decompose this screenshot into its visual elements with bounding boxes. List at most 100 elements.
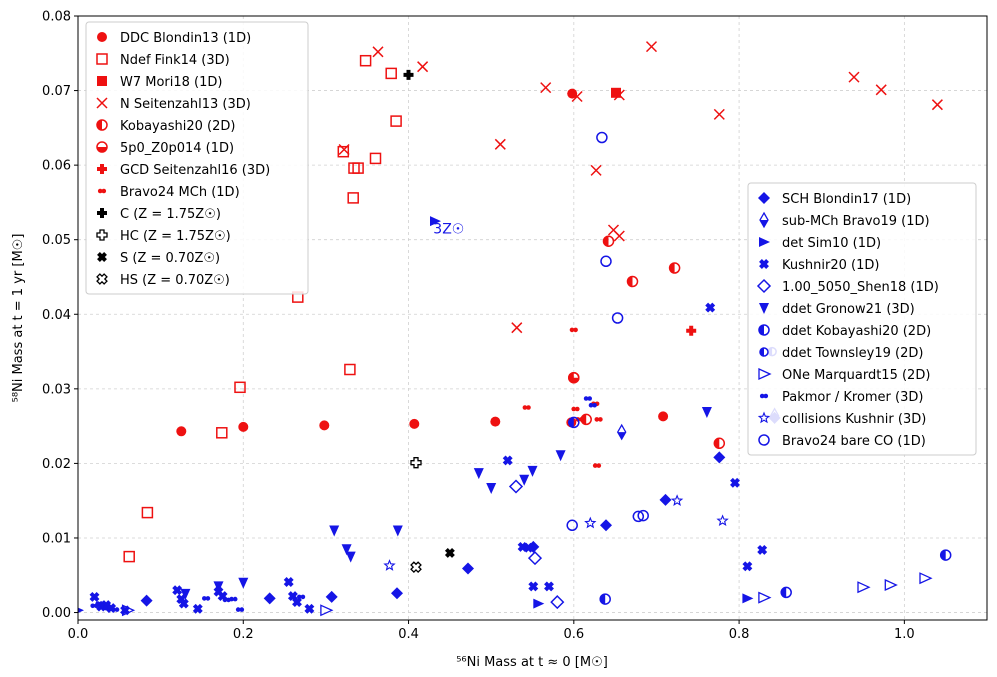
data-point [490, 416, 501, 427]
legend-label: ONe Marquardt15 (2D) [782, 368, 930, 383]
legend-label: Bravo24 bare CO (1D) [782, 434, 926, 449]
legend-label: 5p0_Z0p014 (1D) [120, 141, 234, 156]
legend-right: SCH Blondin17 (1D) sub-MCh Bravo19 (1D) de… [747, 182, 977, 456]
series-23 [566, 131, 649, 532]
y-tick-label: 0.00 [42, 606, 71, 621]
data-point [304, 603, 315, 614]
data-point [613, 89, 625, 101]
data-point [409, 418, 420, 429]
series-0 [176, 88, 669, 437]
data-point [568, 371, 580, 384]
series-17 [180, 407, 712, 600]
data-point [172, 585, 183, 596]
data-point [571, 406, 580, 412]
data-point [519, 474, 530, 486]
data-point [372, 46, 384, 58]
x-axis-title: ⁵⁶Ni Mass at t ≈ 0 [M☉] [456, 655, 608, 670]
legend-marker [96, 53, 108, 65]
legend-label: ddet Gronow21 (3D) [782, 302, 915, 317]
legend-left: DDC Blondin13 (1D) Ndef Fink14 (3D) W7 Mor… [85, 21, 309, 295]
legend-label: SCH Blondin17 (1D) [782, 192, 911, 207]
data-point [391, 587, 403, 600]
legend-label: GCD Seitenzahl16 (3D) [120, 163, 270, 178]
legend-label: Bravo24 MCh (1D) [120, 185, 240, 200]
data-point [180, 588, 191, 600]
data-point [583, 396, 592, 401]
data-point [701, 407, 712, 418]
data-point [848, 71, 860, 83]
legend-label: Kushnir20 (1D) [782, 258, 879, 273]
data-point [337, 145, 350, 158]
data-point [494, 138, 506, 150]
data-point [857, 581, 871, 594]
data-point [410, 561, 422, 573]
legend-label: Ndef Fink14 (3D) [120, 53, 230, 68]
legend-marker [757, 411, 771, 424]
data-point [528, 581, 539, 592]
data-point [486, 483, 497, 494]
data-point [508, 479, 524, 494]
data-point [235, 607, 245, 612]
data-point [89, 591, 100, 602]
data-point [103, 605, 112, 611]
data-point [616, 423, 627, 441]
legend-marker [97, 76, 107, 86]
legend-marker [759, 303, 769, 314]
y-tick-label: 0.01 [42, 531, 71, 546]
series-7 [522, 327, 603, 468]
data-point [263, 592, 276, 605]
data-point [568, 416, 580, 429]
data-point [939, 549, 952, 561]
data-point [645, 41, 658, 53]
series-18 [568, 416, 952, 605]
data-point [742, 593, 754, 604]
data-points [78, 41, 952, 617]
data-point [341, 544, 352, 556]
series-22 [383, 494, 729, 571]
data-point [347, 192, 359, 204]
data-point [626, 275, 639, 288]
axis-ticks: 0.0 0.2 0.4 0.6 0.8 1.0 0.00 0.01 0.02 0.03 0.04 0.… [42, 10, 915, 643]
data-point [121, 604, 136, 617]
legend-marker [759, 259, 769, 269]
legend-marker [96, 119, 108, 131]
series-14 [78, 216, 754, 614]
y-tick-label: 0.05 [42, 233, 71, 248]
data-point [670, 494, 684, 506]
legend-label: C (Z = 1.75Z☉) [120, 207, 221, 222]
data-point [111, 607, 120, 612]
legend-label: N Seitenzahl13 (3D) [120, 97, 251, 112]
series-21 [90, 396, 597, 612]
data-point [637, 509, 649, 522]
data-point [297, 594, 306, 600]
y-axis-title: ⁵⁸Ni Mass at t = 1 yr [M☉] [11, 234, 26, 403]
data-point [527, 551, 543, 566]
data-point [141, 506, 154, 519]
legend-marker [759, 347, 769, 357]
data-point [590, 164, 602, 176]
data-point [600, 519, 612, 532]
legend-marker [97, 252, 107, 262]
y-tick-label: 0.02 [42, 457, 71, 472]
data-point [566, 519, 578, 532]
data-point [705, 302, 716, 313]
data-point [540, 82, 552, 94]
data-point [742, 561, 753, 572]
legend-label: HS (Z = 0.70Z☉) [120, 273, 230, 288]
data-point [567, 88, 578, 99]
legend-marker [97, 208, 107, 218]
data-point [611, 87, 621, 98]
legend-label: Pakmor / Kromer (3D) [782, 390, 923, 405]
data-point [730, 477, 740, 488]
data-point [596, 131, 608, 144]
legend-box [747, 182, 977, 456]
data-point [417, 61, 429, 73]
data-point [352, 162, 364, 174]
data-point [325, 590, 338, 603]
legend-label: DDC Blondin13 (1D) [120, 31, 251, 46]
data-point [216, 427, 228, 439]
data-point [176, 426, 187, 437]
legend-marker [96, 141, 108, 153]
y-tick-label: 0.07 [42, 84, 71, 99]
